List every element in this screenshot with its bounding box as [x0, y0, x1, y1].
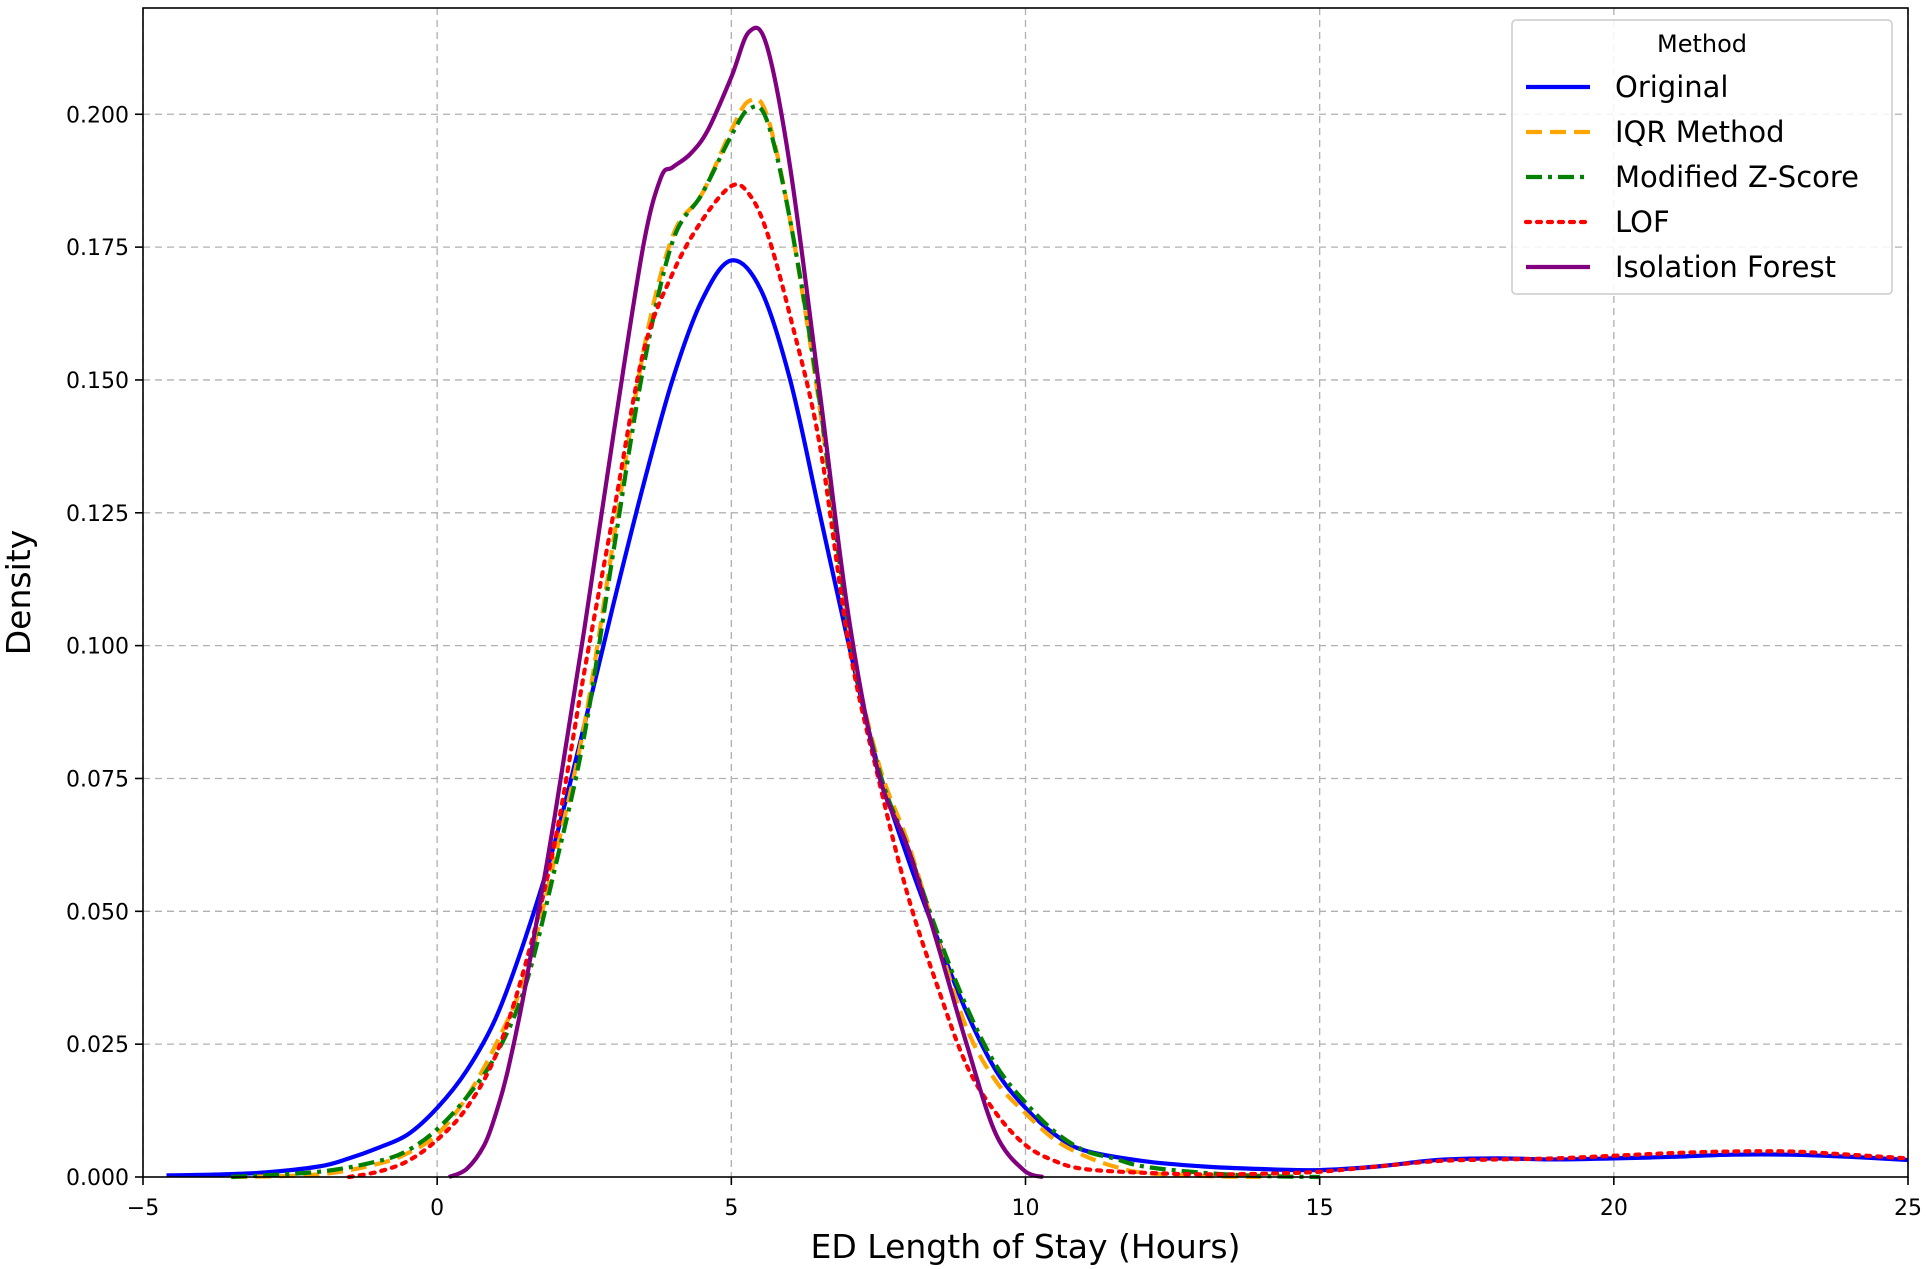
x-tick-label: 10 — [1012, 1196, 1040, 1221]
legend-label: Isolation Forest — [1615, 250, 1836, 284]
y-tick-label: 0.075 — [66, 767, 129, 792]
legend: Method Original IQR Method Modified Z-Scor… — [1511, 19, 1893, 295]
legend-label: IQR Method — [1615, 115, 1785, 149]
x-axis: −5 0 5 10 15 20 25 — [127, 1177, 1922, 1221]
series-line-isolation-forest — [448, 25, 1044, 1180]
legend-items: Original IQR Method Modified Z-Score LOF Iso… — [1523, 70, 1859, 284]
legend-label: Original — [1615, 70, 1728, 104]
x-tick-label: 25 — [1894, 1196, 1922, 1221]
y-axis-title: Density — [0, 530, 38, 655]
y-tick-label: 0.175 — [66, 236, 129, 261]
legend-label: Modified Z-Score — [1615, 160, 1859, 194]
series-line-iqr-method — [231, 96, 1261, 1180]
legend-label: LOF — [1615, 205, 1670, 239]
x-tick-label: 0 — [430, 1196, 444, 1221]
x-tick-label: −5 — [127, 1196, 159, 1221]
y-tick-label: 0.100 — [66, 635, 129, 660]
x-axis-title: ED Length of Stay (Hours) — [811, 1227, 1241, 1266]
y-tick-label: 0.150 — [66, 369, 129, 394]
y-tick-label: 0.125 — [66, 502, 129, 527]
y-axis: 0.000 0.025 0.050 0.075 0.100 0.125 0.150 0.175… — [66, 103, 143, 1191]
legend-box — [1511, 19, 1893, 295]
y-tick-label: 0.200 — [66, 103, 129, 128]
series-line-lof — [346, 182, 1911, 1180]
y-tick-label: 0.025 — [66, 1033, 129, 1058]
x-tick-label: 5 — [724, 1196, 738, 1221]
x-tick-label: 20 — [1600, 1196, 1628, 1221]
x-tick-label: 15 — [1306, 1196, 1334, 1221]
series-layer — [166, 25, 1911, 1180]
y-tick-label: 0.000 — [66, 1166, 129, 1191]
grid — [142, 8, 1909, 1177]
y-tick-label: 0.050 — [66, 900, 129, 925]
legend-title: Method — [1657, 30, 1747, 58]
